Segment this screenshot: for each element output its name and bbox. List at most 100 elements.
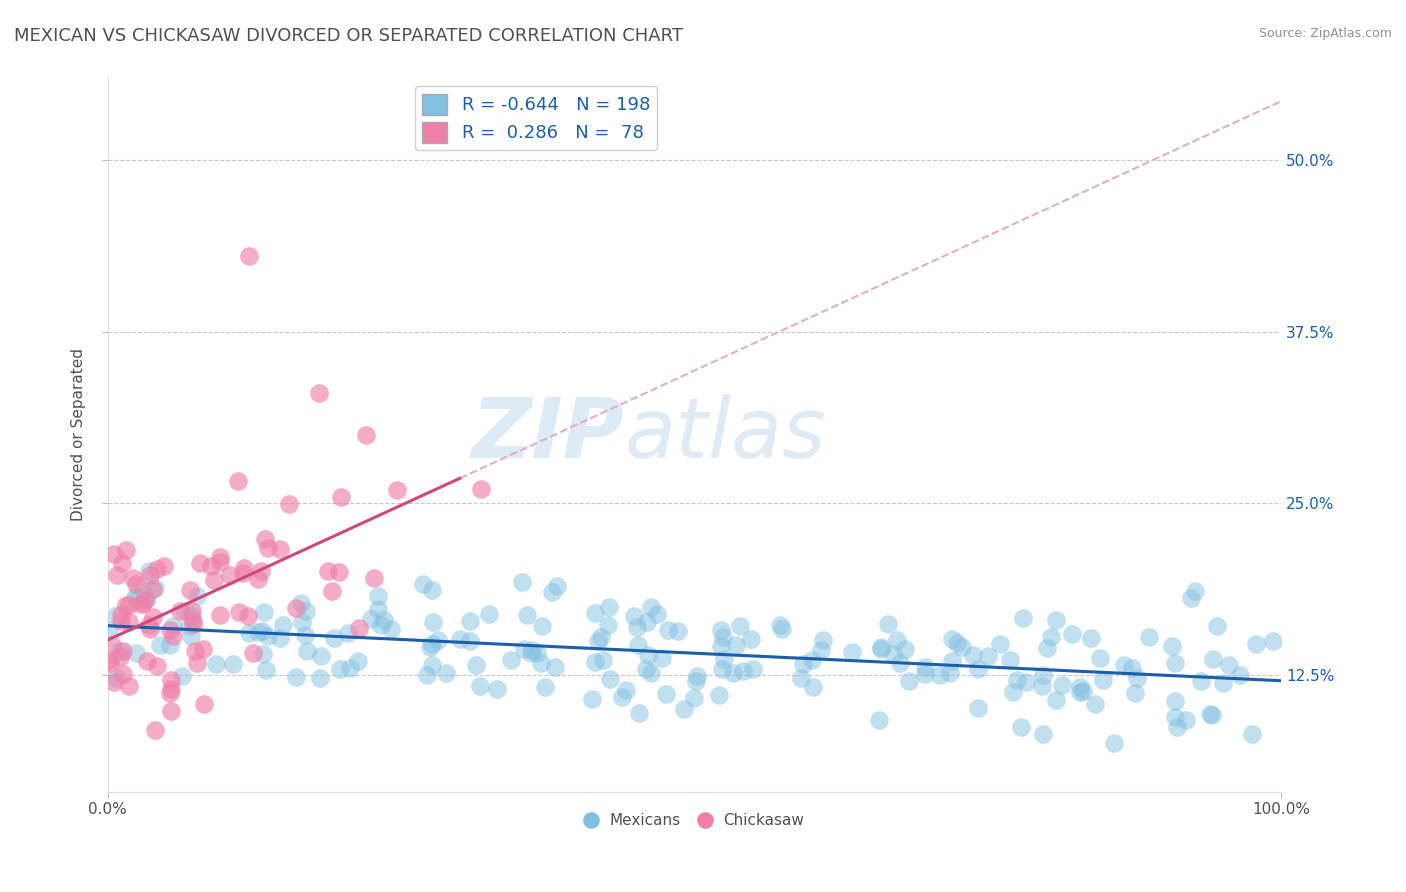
Point: [894, 642, 917, 657]
Point: [612, 690, 634, 704]
Point: [295, 604, 318, 618]
Point: [159, 682, 181, 697]
Point: [208, 555, 231, 569]
Point: [269, 632, 291, 646]
Point: [998, 653, 1021, 667]
Point: [118, 615, 141, 629]
Point: [710, 623, 733, 637]
Point: [1206, 619, 1229, 633]
Point: [420, 583, 443, 598]
Point: [115, 543, 138, 558]
Point: [290, 596, 312, 610]
Point: [1088, 651, 1111, 665]
Point: [1060, 627, 1083, 641]
Point: [1160, 639, 1182, 653]
Point: [1040, 630, 1063, 644]
Point: [1080, 632, 1102, 646]
Point: [988, 637, 1011, 651]
Point: [370, 618, 392, 632]
Point: [110, 614, 132, 628]
Point: [291, 615, 314, 629]
Point: [1244, 637, 1267, 651]
Point: [108, 650, 131, 665]
Point: [967, 662, 990, 676]
Point: [1164, 710, 1187, 724]
Point: [181, 609, 204, 624]
Point: [330, 491, 353, 505]
Point: [841, 645, 863, 659]
Point: [145, 659, 167, 673]
Point: [1199, 706, 1222, 721]
Point: [522, 643, 544, 657]
Point: [583, 655, 606, 669]
Point: [598, 618, 620, 632]
Point: [657, 623, 679, 637]
Point: [257, 629, 280, 643]
Point: [337, 625, 360, 640]
Point: [277, 497, 299, 511]
Legend: Mexicans, Chickasaw: Mexicans, Chickasaw: [579, 807, 810, 834]
Point: [188, 557, 211, 571]
Point: [363, 571, 385, 585]
Point: [105, 568, 128, 582]
Point: [172, 669, 194, 683]
Point: [200, 559, 222, 574]
Point: [1164, 694, 1187, 708]
Point: [233, 561, 256, 575]
Point: [308, 386, 330, 401]
Point: [1102, 736, 1125, 750]
Point: [499, 653, 522, 667]
Point: [713, 652, 735, 666]
Point: [1184, 584, 1206, 599]
Text: Source: ZipAtlas.com: Source: ZipAtlas.com: [1258, 27, 1392, 40]
Point: [105, 671, 128, 685]
Point: [468, 679, 491, 693]
Point: [941, 654, 963, 668]
Point: [588, 634, 610, 648]
Point: [236, 609, 259, 624]
Point: [347, 621, 370, 635]
Point: [1010, 720, 1032, 734]
Point: [813, 633, 835, 648]
Point: [103, 674, 125, 689]
Point: [877, 616, 900, 631]
Point: [1114, 658, 1136, 673]
Point: [1084, 698, 1107, 712]
Point: [1137, 630, 1160, 644]
Point: [868, 713, 890, 727]
Point: [193, 697, 215, 711]
Point: [179, 582, 201, 597]
Point: [367, 601, 389, 615]
Point: [159, 685, 181, 699]
Point: [308, 671, 330, 685]
Point: [103, 547, 125, 561]
Point: [589, 630, 612, 644]
Point: [228, 606, 250, 620]
Point: [1164, 656, 1187, 670]
Point: [208, 608, 231, 623]
Point: [367, 589, 389, 603]
Point: [898, 674, 921, 689]
Point: [118, 679, 141, 693]
Point: [180, 629, 202, 643]
Point: [458, 615, 481, 629]
Point: [531, 619, 554, 633]
Point: [256, 541, 278, 556]
Point: [526, 646, 548, 660]
Point: [169, 604, 191, 618]
Point: [628, 706, 651, 720]
Point: [645, 607, 668, 622]
Point: [329, 662, 352, 676]
Point: [1189, 673, 1212, 688]
Point: [186, 656, 208, 670]
Point: [110, 608, 132, 623]
Point: [222, 657, 245, 672]
Point: [1069, 681, 1091, 695]
Point: [946, 636, 969, 650]
Point: [740, 632, 762, 646]
Point: [636, 615, 658, 630]
Point: [889, 656, 911, 670]
Point: [1201, 707, 1223, 722]
Point: [177, 619, 200, 633]
Point: [914, 659, 936, 673]
